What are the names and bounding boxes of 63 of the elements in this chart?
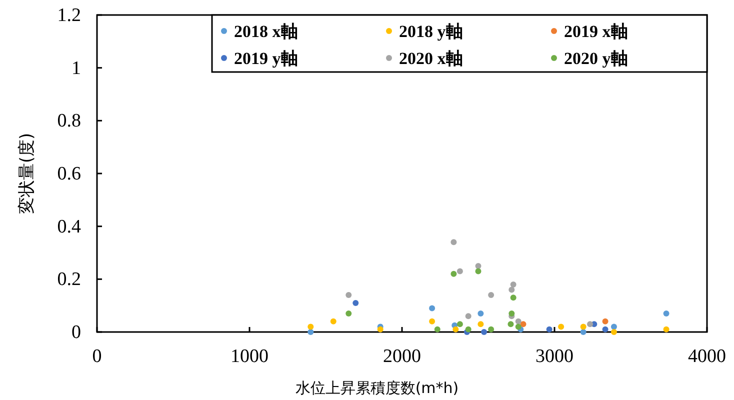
point [352,300,359,306]
point [602,326,608,332]
point [434,326,440,332]
point [475,268,482,274]
point [478,321,484,328]
point [546,326,552,332]
point [465,313,472,320]
point [478,310,484,317]
y-tick-label: 0.6 [57,164,81,184]
point [481,329,488,335]
x-axis-title: 水位上昇累積度数(m*h) [295,379,459,397]
point [475,262,482,269]
legend-label: 2018 x軸 [234,22,298,41]
point [346,310,352,317]
y-tick-label: 0 [72,322,81,343]
point [558,324,564,330]
x-tick-label: 3000 [536,346,574,367]
y-tick-label: 0.8 [57,110,81,132]
point [488,292,494,298]
point [510,281,516,288]
point [377,326,384,332]
point [456,268,463,274]
point [452,326,459,332]
point [456,321,463,328]
point [346,292,352,298]
legend-label: 2019 x軸 [564,22,628,41]
x-tick-label: 2000 [383,346,421,367]
legend-label: 2019 y軸 [234,49,298,68]
y-tick-label: 0.4 [57,216,82,238]
point [515,324,522,330]
point [508,310,515,317]
point [610,324,617,330]
y-axis-title: 変状量(度) [17,132,37,214]
point [610,329,617,335]
point [508,321,514,328]
point [330,318,336,324]
x-tick-label: 0 [92,346,102,367]
point [587,321,594,328]
legend-label: 2018 y軸 [399,22,463,41]
y-tick-label: 0.2 [57,269,81,290]
point [450,239,457,246]
point [308,324,314,330]
point [465,326,472,332]
point [508,286,515,293]
point [488,326,494,332]
point [663,310,670,317]
point [580,324,586,330]
legend-label: 2020 y軸 [564,49,628,68]
y-tick-label: 1.2 [57,5,81,26]
x-tick-label: 1000 [230,346,268,367]
legend-label: 2020 x軸 [399,49,463,68]
point [308,329,314,335]
point [580,329,586,335]
point [450,270,457,277]
x-tick-label: 4000 [688,346,726,367]
point [515,318,522,324]
y-tick-label: 1 [72,58,81,79]
point [663,326,670,332]
point [602,318,608,324]
point [510,294,516,301]
point [429,318,436,324]
point [429,305,436,312]
point [520,321,526,328]
